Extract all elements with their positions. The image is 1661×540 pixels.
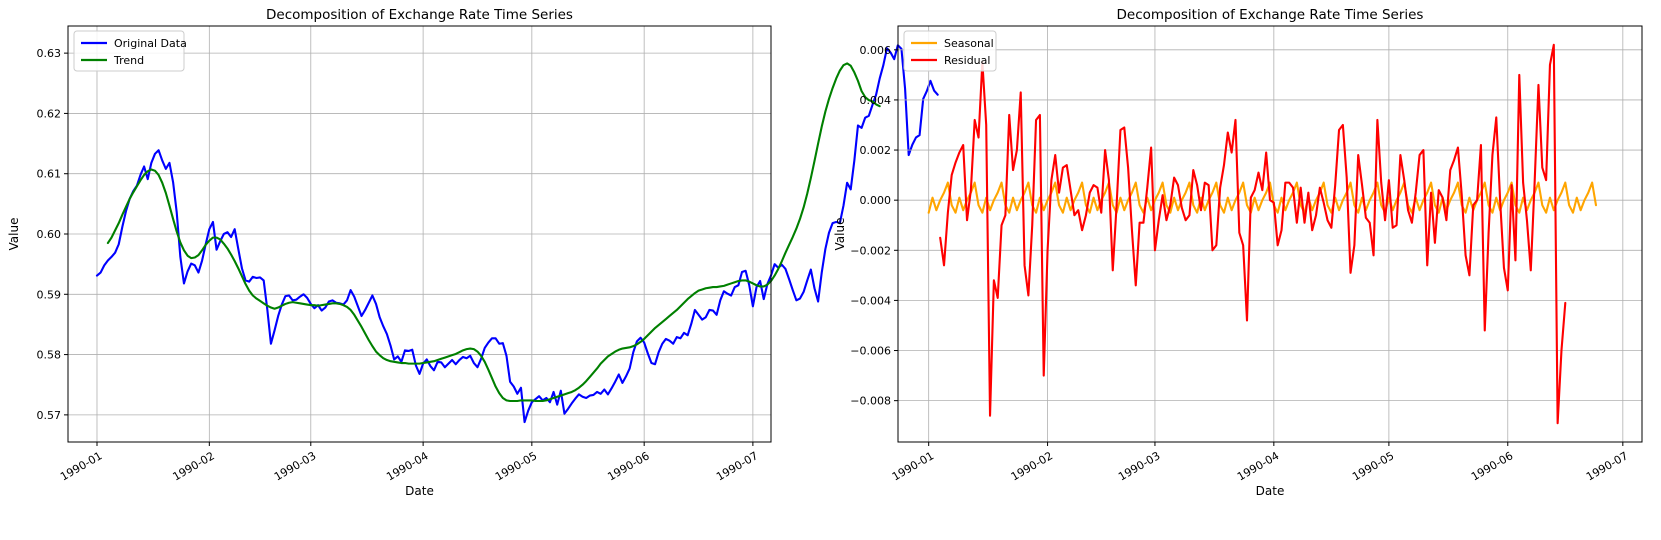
y-tick-label: 0.000 — [860, 194, 892, 207]
y-tick-label: 0.58 — [37, 349, 62, 362]
x-tick-label: 1990-02 — [1009, 449, 1055, 483]
x-tick-label: 1990-07 — [714, 449, 760, 483]
series-line-residual — [939, 43, 1567, 425]
legend: Original Data Trend — [73, 30, 187, 72]
x-tick-label: 1990-06 — [1469, 449, 1515, 483]
legend-label: Trend — [113, 54, 144, 67]
legend-label: Seasonal — [944, 37, 994, 50]
y-tick-label: 0.004 — [860, 94, 892, 107]
grid-lines — [68, 26, 771, 442]
y-axis-label: Value — [833, 218, 847, 251]
y-axis-label: Value — [7, 218, 21, 251]
y-tick-label: −0.008 — [850, 395, 891, 408]
x-tick-label: 1990-07 — [1584, 449, 1630, 483]
y-tick-label: 0.002 — [860, 144, 892, 157]
chart-panel-2: 1990-01 1990-02 1990-03 1990-04 1990-05 1990-… — [833, 7, 1643, 498]
x-tick-label: 1990-01 — [890, 449, 936, 483]
series-line-original-data — [95, 44, 939, 424]
y-tick-label: 0.63 — [37, 47, 62, 60]
grid-lines — [898, 26, 1642, 442]
legend-label: Original Data — [114, 37, 187, 50]
y-tick-label: −0.006 — [850, 345, 891, 358]
series-line-seasonal — [927, 181, 1598, 214]
axes-frame — [897, 25, 1643, 443]
x-tick-label: 1990-04 — [1235, 449, 1281, 483]
x-tick-label: 1990-06 — [605, 449, 651, 483]
y-tick-label: 0.57 — [37, 409, 62, 422]
x-tick-label: 1990-05 — [493, 449, 539, 483]
chart-title: Decomposition of Exchange Rate Time Seri… — [1117, 7, 1424, 23]
x-tick-label: 1990-02 — [171, 449, 217, 483]
y-tick-label: 0.59 — [37, 288, 62, 301]
x-tick-label: 1990-03 — [1116, 449, 1162, 483]
y-tick-label: −0.002 — [850, 244, 891, 257]
legend: Seasonal Residual — [903, 30, 997, 72]
y-tick-label: 0.61 — [37, 168, 62, 181]
x-axis-label: Date — [1256, 484, 1285, 498]
x-tick-label: 1990-04 — [384, 449, 430, 483]
legend-label: Residual — [944, 54, 990, 67]
chart-panel-1: 1990-01 1990-02 1990-03 1990-04 1990-05 1990-… — [7, 7, 939, 498]
y-tick-label: 0.006 — [860, 44, 892, 57]
y-tick-label: 0.60 — [37, 228, 62, 241]
chart-title: Decomposition of Exchange Rate Time Seri… — [266, 7, 573, 23]
y-tick-label: −0.004 — [850, 294, 891, 307]
x-tick-label: 1990-03 — [272, 449, 318, 483]
x-axis-label: Date — [405, 484, 434, 498]
y-tick-label: 0.62 — [37, 107, 62, 120]
x-tick-label: 1990-05 — [1350, 449, 1396, 483]
series-line-trend — [106, 62, 881, 403]
x-tick-label: 1990-01 — [58, 449, 104, 483]
